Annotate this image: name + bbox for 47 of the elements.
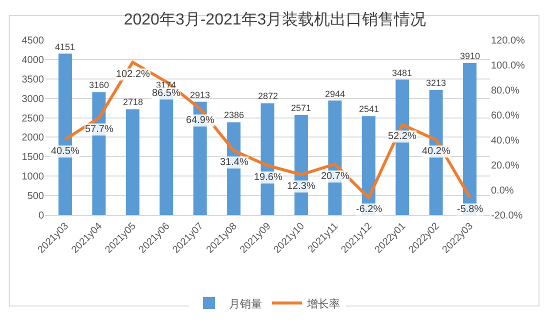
y-tick-label: 2500: [22, 113, 44, 124]
y-tick-label: 3000: [22, 94, 44, 105]
legend-label: 增长率: [306, 297, 340, 310]
data-label: 2944: [325, 89, 346, 99]
legend-label: 月销量: [229, 298, 262, 310]
chart-title: 2020年3月-2021年3月装载机出口销售情况: [124, 10, 426, 28]
data-label: -5.8%: [457, 204, 484, 215]
data-label: 31.4%: [220, 157, 248, 168]
y2-tick-label: 40.0%: [491, 136, 520, 146]
y-tick-label: 4500: [22, 36, 44, 46]
y-tick-label: 4000: [22, 54, 44, 66]
data-label: 3910: [460, 51, 480, 61]
data-label: 2718: [123, 97, 144, 107]
y2-tick-label: 100.0%: [491, 60, 526, 72]
y-tick-label: 2000: [22, 132, 44, 144]
y2-tick-label: 20.0%: [491, 160, 520, 172]
y2-tick-label: 0.0%: [491, 186, 514, 196]
data-label: 2913: [190, 90, 210, 100]
data-label: 2872: [258, 91, 278, 101]
y2-tick-label: 80.0%: [491, 86, 520, 96]
y-tick-label: 1000: [22, 172, 44, 183]
data-label: 3213: [426, 78, 446, 88]
data-label: 3481: [392, 68, 412, 78]
data-label: 3160: [89, 80, 110, 90]
y2-tick-label: 60.0%: [491, 110, 520, 122]
data-label: 40.5%: [51, 146, 80, 157]
y-tick-label: 0: [38, 210, 44, 222]
y2-tick-label: 120.0%: [491, 36, 526, 46]
data-label: 20.7%: [321, 171, 350, 182]
data-label: 2386: [224, 110, 244, 120]
data-label: 86.5%: [152, 88, 180, 99]
y-tick-label: 3500: [22, 74, 44, 86]
data-label: 64.9%: [186, 115, 214, 126]
data-label: 12.3%: [287, 181, 316, 192]
data-label: 19.6%: [254, 172, 282, 183]
data-label: 2571: [291, 103, 312, 113]
y2-tick-label: -20.0%: [491, 210, 523, 222]
data-label: -6.2%: [356, 204, 382, 215]
data-label: 52.2%: [388, 131, 416, 142]
bar: [126, 109, 140, 215]
data-label: 102.2%: [116, 69, 150, 80]
data-label: 40.2%: [422, 146, 450, 157]
data-label: 57.7%: [85, 124, 114, 135]
data-label: 2541: [359, 104, 380, 114]
y-tick-label: 500: [27, 191, 44, 202]
data-label: 4151: [55, 42, 76, 52]
y-tick-label: 1500: [22, 152, 44, 164]
